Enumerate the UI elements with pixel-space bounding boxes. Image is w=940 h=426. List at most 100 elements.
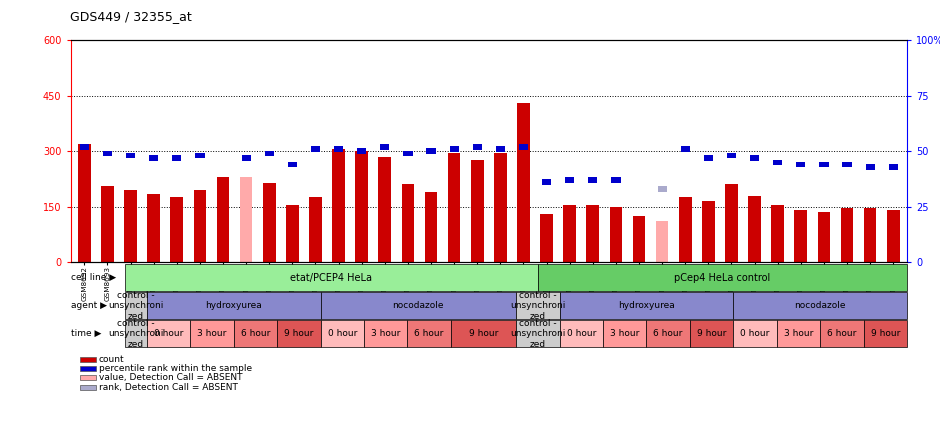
Text: 6 hour: 6 hour [827, 329, 856, 338]
Text: nocodazole: nocodazole [393, 301, 444, 310]
Text: 9 hour: 9 hour [284, 329, 314, 338]
Bar [309, 197, 321, 262]
Text: 3 hour: 3 hour [197, 329, 227, 338]
Bar [403, 151, 413, 156]
Bar [750, 155, 760, 161]
Bar [866, 164, 875, 170]
Bar [148, 194, 160, 262]
Bar [125, 320, 147, 347]
Bar [447, 153, 461, 262]
Bar [321, 320, 364, 347]
Bar [727, 153, 736, 158]
Bar [147, 292, 321, 319]
Bar [102, 186, 114, 262]
Bar [80, 144, 89, 150]
Bar [704, 155, 713, 161]
Text: pCep4 HeLa control: pCep4 HeLa control [674, 273, 771, 282]
Text: nocodazole: nocodazole [794, 301, 846, 310]
Bar [449, 146, 459, 152]
Bar [240, 177, 253, 262]
Bar [190, 320, 234, 347]
Bar [864, 208, 876, 262]
Bar [679, 197, 692, 262]
Bar [407, 320, 451, 347]
Bar [149, 155, 158, 161]
Bar [78, 144, 91, 262]
Bar [217, 177, 229, 262]
Bar [821, 320, 864, 347]
Bar [234, 320, 277, 347]
Bar [170, 197, 183, 262]
Bar [690, 320, 733, 347]
Bar [495, 146, 505, 152]
Bar [516, 292, 559, 319]
Text: 0 hour: 0 hour [567, 329, 596, 338]
Bar [702, 201, 714, 262]
Bar [172, 155, 181, 161]
Text: count: count [99, 354, 124, 364]
Bar [288, 162, 297, 167]
Text: 9 hour: 9 hour [469, 329, 498, 338]
Bar [840, 208, 854, 262]
Bar [380, 144, 389, 150]
Bar [796, 162, 806, 167]
Bar [864, 320, 907, 347]
Text: 3 hour: 3 hour [371, 329, 400, 338]
Bar [451, 320, 516, 347]
Bar [772, 205, 784, 262]
Text: 3 hour: 3 hour [784, 329, 813, 338]
Bar [681, 146, 690, 152]
Text: hydroxyurea: hydroxyurea [618, 301, 675, 310]
Bar [196, 153, 205, 158]
Bar [427, 148, 435, 154]
Bar [565, 177, 574, 183]
Bar [124, 190, 137, 262]
Bar [794, 210, 807, 262]
Bar [516, 320, 559, 347]
Bar [540, 214, 553, 262]
Text: 9 hour: 9 hour [697, 329, 727, 338]
Bar [725, 184, 738, 262]
Bar [277, 320, 321, 347]
Bar [733, 292, 907, 319]
Bar [519, 144, 528, 150]
Bar [609, 207, 622, 262]
Text: time ▶: time ▶ [71, 329, 102, 338]
Bar [563, 205, 576, 262]
Text: value, Detection Call = ABSENT: value, Detection Call = ABSENT [99, 373, 243, 383]
Text: 6 hour: 6 hour [241, 329, 270, 338]
Bar [286, 205, 299, 262]
Bar [888, 164, 898, 170]
Text: percentile rank within the sample: percentile rank within the sample [99, 364, 252, 373]
Bar [401, 184, 415, 262]
Bar [125, 264, 538, 291]
Text: rank, Detection Call = ABSENT: rank, Detection Call = ABSENT [99, 383, 238, 392]
Text: 3 hour: 3 hour [610, 329, 639, 338]
Bar [776, 320, 821, 347]
Bar [587, 205, 599, 262]
Bar [538, 264, 907, 291]
Bar [364, 320, 407, 347]
Text: 6 hour: 6 hour [415, 329, 444, 338]
Bar [818, 212, 830, 262]
Text: 0 hour: 0 hour [741, 329, 770, 338]
Text: hydroxyurea: hydroxyurea [205, 301, 262, 310]
Text: control -
unsynchroni
zed: control - unsynchroni zed [108, 319, 164, 348]
Bar [733, 320, 776, 347]
Bar [473, 144, 482, 150]
Text: control -
unsynchroni
zed: control - unsynchroni zed [108, 291, 164, 320]
Bar [125, 292, 147, 319]
Bar [471, 161, 483, 262]
Text: 0 hour: 0 hour [327, 329, 357, 338]
Bar [748, 196, 760, 262]
Text: cell line ▶: cell line ▶ [71, 273, 117, 282]
Bar [633, 216, 646, 262]
Bar [773, 159, 782, 165]
Bar [611, 177, 620, 183]
Bar [656, 222, 668, 262]
Bar [588, 177, 598, 183]
Bar [102, 151, 112, 156]
Text: 9 hour: 9 hour [870, 329, 901, 338]
Bar [517, 103, 530, 262]
Bar [194, 190, 206, 262]
